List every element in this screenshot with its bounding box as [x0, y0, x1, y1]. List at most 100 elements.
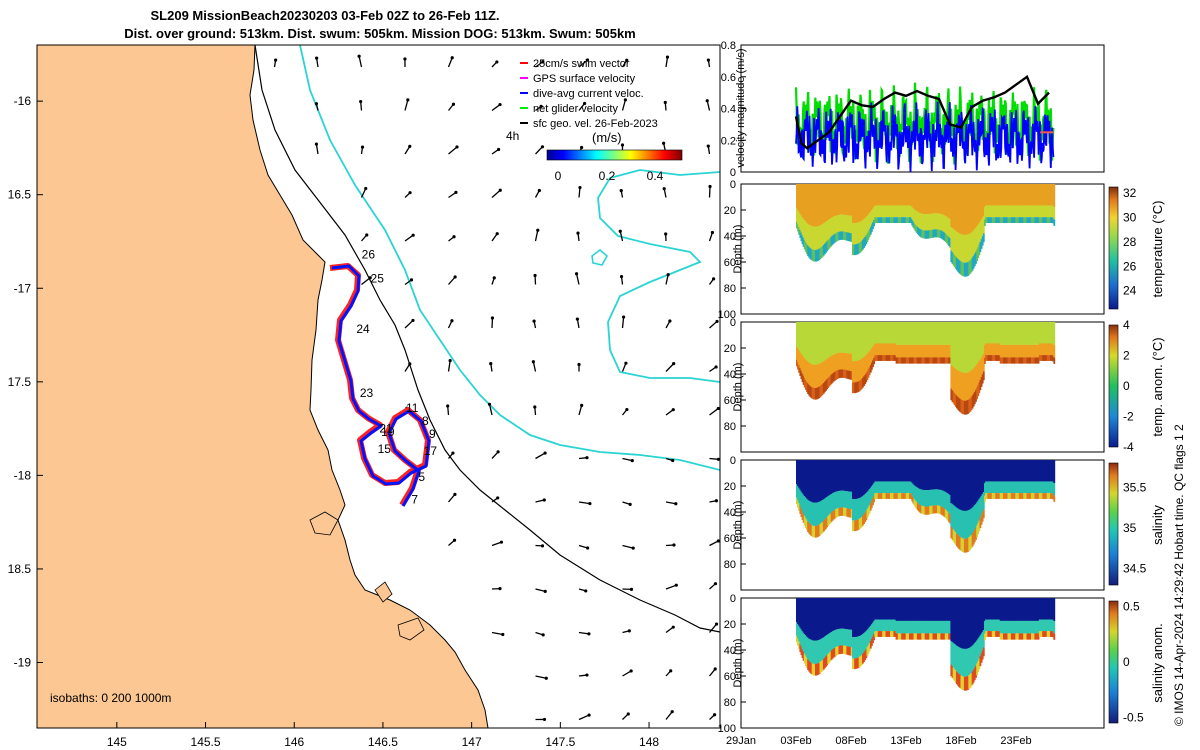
section-column-mid	[961, 372, 964, 401]
section-column	[915, 184, 918, 211]
section-column-mid	[847, 491, 850, 509]
section-column	[1025, 598, 1028, 621]
section-column	[887, 598, 890, 620]
section-column-mid	[882, 619, 884, 632]
section-column-deep	[820, 661, 823, 673]
section-column-mid	[1041, 205, 1043, 218]
section-column-deep	[926, 230, 929, 239]
section-column	[906, 322, 909, 345]
section-column	[981, 460, 984, 494]
section-column	[884, 460, 887, 482]
section-column	[843, 460, 845, 491]
section-column	[943, 184, 946, 216]
section-column	[948, 598, 950, 621]
section-column	[803, 322, 806, 358]
section-column-deep	[906, 633, 909, 640]
current-vector	[578, 714, 590, 721]
section-column	[948, 322, 950, 345]
colorbar-tick-label: 0.5	[1123, 600, 1140, 614]
section-column-mid	[967, 510, 969, 538]
section-column-mid	[834, 216, 836, 234]
section-column	[819, 598, 822, 640]
section-column-deep	[869, 227, 872, 235]
current-vector-head	[584, 589, 588, 593]
section-column	[918, 184, 920, 213]
section-column-mid	[902, 620, 905, 634]
current-vector	[578, 501, 590, 505]
section-column-deep	[821, 384, 824, 395]
section-column-mid	[998, 619, 1001, 632]
section-column	[960, 460, 963, 511]
section-column-deep	[961, 676, 964, 690]
section-column	[816, 460, 818, 503]
section-column-deep	[835, 233, 837, 242]
section-column-deep	[978, 382, 981, 394]
section-column-deep	[812, 249, 815, 262]
section-column-mid	[1026, 620, 1029, 634]
section-column	[824, 598, 826, 637]
section-column-mid	[809, 501, 812, 524]
section-column	[914, 460, 917, 486]
section-column	[886, 322, 889, 344]
section-column-deep	[868, 229, 871, 238]
section-column-deep	[802, 237, 805, 247]
current-vector-head	[452, 235, 456, 239]
section-column-deep	[958, 259, 961, 274]
section-column	[940, 460, 943, 490]
section-column-mid	[906, 205, 909, 218]
section-column-deep	[829, 237, 832, 248]
section-column-mid	[836, 215, 839, 233]
section-column	[867, 598, 870, 629]
section-column-mid	[924, 344, 927, 358]
section-column-deep	[1025, 357, 1028, 364]
section-column-mid	[923, 214, 926, 231]
section-column-mid	[1013, 620, 1015, 634]
section-column-deep	[928, 506, 930, 515]
current-vector-head	[714, 365, 718, 369]
section-column-mid	[973, 229, 976, 254]
section-column	[856, 460, 859, 499]
section-column	[1041, 322, 1043, 344]
section-column-deep	[914, 500, 917, 508]
section-column-mid	[989, 619, 992, 632]
section-column	[987, 322, 990, 344]
section-column-mid	[819, 639, 822, 662]
section-column-deep	[912, 497, 915, 504]
section-column-deep	[1026, 633, 1029, 640]
current-vector-head	[674, 502, 678, 506]
section-column	[978, 598, 981, 638]
section-column	[860, 460, 863, 497]
section-column-deep	[864, 374, 867, 385]
section-column-deep	[887, 355, 890, 361]
current-vector	[491, 104, 501, 112]
section-column	[1014, 460, 1016, 482]
section-column-mid	[856, 498, 859, 520]
section-column-mid	[914, 210, 917, 225]
current-vector-head	[365, 233, 369, 237]
section-column-mid	[979, 635, 982, 656]
section-column-mid	[824, 498, 826, 520]
section-column-deep	[894, 217, 897, 223]
section-column-mid	[847, 629, 850, 647]
section-column-deep	[828, 514, 831, 525]
section-column-deep	[916, 633, 919, 640]
section-column-mid	[872, 484, 874, 499]
section-column-deep	[869, 641, 872, 649]
section-column	[1040, 322, 1042, 344]
section-column-deep	[939, 229, 941, 238]
section-column-mid	[840, 490, 843, 508]
section-column	[864, 322, 867, 357]
current-vector-head	[540, 145, 545, 149]
section-column-deep	[960, 675, 963, 690]
section-column	[996, 184, 999, 206]
section-column-deep	[845, 369, 847, 379]
section-column-mid	[948, 494, 950, 513]
section-column-mid	[931, 489, 934, 506]
section-column-mid	[894, 343, 897, 356]
section-column-deep	[806, 519, 808, 531]
section-column-deep	[827, 378, 830, 388]
section-column	[837, 598, 840, 630]
section-column	[809, 322, 812, 364]
section-column-mid	[860, 634, 863, 655]
section-column-deep	[916, 357, 919, 364]
